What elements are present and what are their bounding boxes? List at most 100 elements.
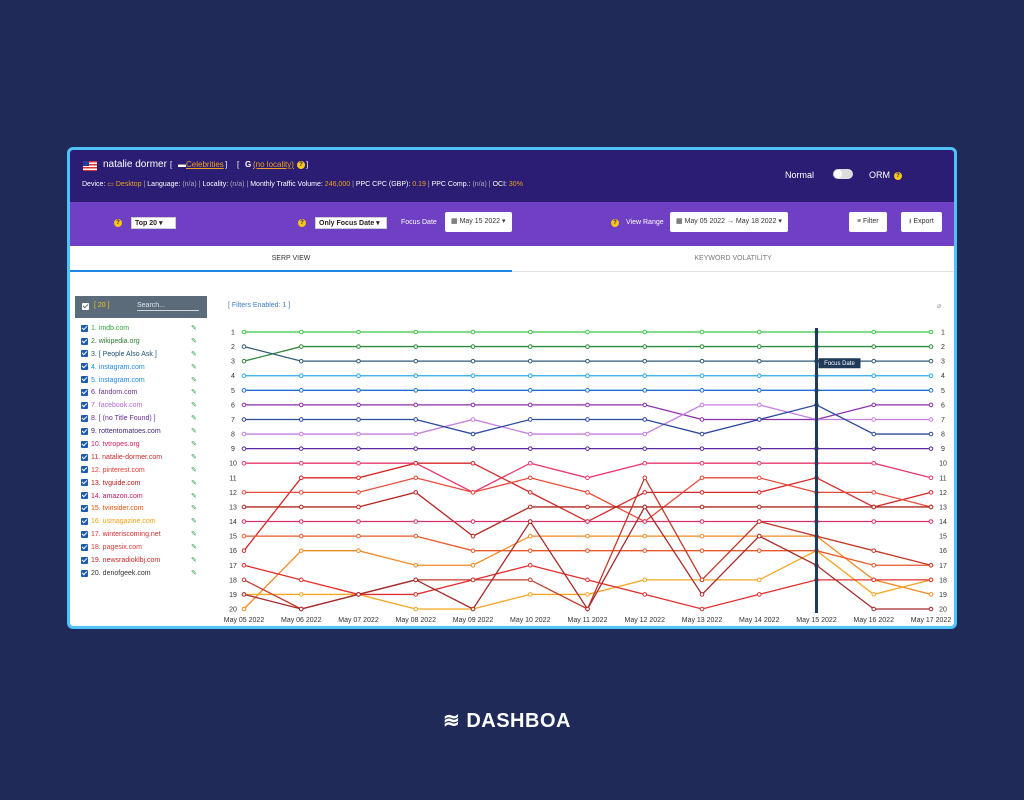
edit-pencil-icon[interactable]: ✎ <box>191 466 197 474</box>
domain-row[interactable]: 14. amazon.com ✎ <box>75 491 207 504</box>
domain-checkbox[interactable] <box>81 453 88 461</box>
locality-link[interactable]: (no locality) <box>253 160 294 169</box>
domain-row[interactable]: 17. winteriscoming.net ✎ <box>75 529 207 542</box>
domain-row[interactable]: 4. instagram.com ✎ <box>75 362 207 375</box>
edit-pencil-icon[interactable]: ✎ <box>191 492 197 500</box>
edit-pencil-icon[interactable]: ✎ <box>191 363 197 371</box>
domain-row[interactable]: 13. tvguide.com ✎ <box>75 478 207 491</box>
domain-row[interactable]: 3. [ People Also Ask ] ✎ <box>75 349 207 362</box>
data-point <box>585 548 590 553</box>
domain-checkbox[interactable] <box>81 440 88 448</box>
domain-checkbox[interactable] <box>81 363 88 371</box>
orm-toggle[interactable] <box>833 169 853 179</box>
edit-pencil-icon[interactable]: ✎ <box>191 441 197 449</box>
domain-checkbox[interactable] <box>81 376 88 384</box>
data-point <box>470 577 476 583</box>
focus-date-picker[interactable]: ▦ May 15 2022 ▾ <box>445 212 512 232</box>
data-point <box>413 533 419 539</box>
export-button[interactable]: ⭳ Export <box>901 212 942 232</box>
edit-pencil-icon[interactable]: ✎ <box>191 325 197 332</box>
top-help-icon[interactable]: ? <box>114 219 122 227</box>
domain-checkbox[interactable] <box>81 479 88 487</box>
domain-label: 10. tvtropes.org <box>91 441 140 449</box>
domain-checkbox[interactable] <box>81 543 88 551</box>
edit-pencil-icon[interactable]: ✎ <box>191 505 197 513</box>
tab-keyword-volatility[interactable]: KEYWORD VOLATILITY <box>694 255 772 262</box>
focus-help-icon[interactable]: ? <box>298 219 306 227</box>
date-tick-label: May 05 2022 <box>224 617 265 624</box>
rank-label-right: 19 <box>939 592 947 599</box>
edit-pencil-icon[interactable]: ✎ <box>191 569 197 577</box>
focus-mode-select[interactable]: Only Focus Date ▾ <box>315 217 387 229</box>
edit-pencil-icon[interactable]: ✎ <box>191 557 197 565</box>
domain-label: 2. wikipedia.org <box>91 337 140 345</box>
edit-pencil-icon[interactable]: ✎ <box>191 479 197 487</box>
domain-checkbox[interactable] <box>81 518 88 526</box>
view-range-picker[interactable]: ▦ May 05 2022 → May 18 2022 ▾ <box>670 212 788 232</box>
domain-row[interactable]: 10. tvtropes.org ✎ <box>75 439 207 452</box>
domain-checkbox[interactable] <box>81 427 88 435</box>
range-help-icon[interactable]: ? <box>611 219 619 227</box>
data-point <box>298 431 304 437</box>
edit-pencil-icon[interactable]: ✎ <box>191 350 197 358</box>
keyword-meta: Device: ▭ Desktop | Language: (n/a) | Lo… <box>82 181 523 188</box>
domain-checkbox[interactable] <box>81 337 88 345</box>
domain-row[interactable]: 6. fandom.com ✎ <box>75 387 207 400</box>
locality-help-icon[interactable]: ? <box>297 160 305 169</box>
edit-pencil-icon[interactable]: ✎ <box>191 453 197 461</box>
data-point <box>298 446 304 451</box>
domain-row[interactable]: 20. denofgeek.com ✎ <box>75 568 207 581</box>
rank-label-right: 18 <box>939 577 947 584</box>
domain-checkbox[interactable] <box>81 324 88 332</box>
data-point <box>356 533 361 539</box>
domain-row[interactable]: 18. pagesix.com ✎ <box>75 542 207 555</box>
domain-row[interactable]: 7. facebook.com ✎ <box>75 400 207 413</box>
data-point <box>298 577 304 583</box>
edit-pencil-icon[interactable]: ✎ <box>191 337 197 345</box>
edit-pencil-icon[interactable]: ✎ <box>191 402 197 410</box>
domain-checkbox[interactable] <box>81 350 88 358</box>
domain-row[interactable]: 11. natalie-dormer.com ✎ <box>75 452 207 465</box>
domain-checkbox[interactable] <box>81 389 88 397</box>
category-link[interactable]: Celebrities <box>186 160 224 169</box>
orm-help-icon[interactable]: ? <box>894 170 902 180</box>
domain-row[interactable]: 2. wikipedia.org ✎ <box>75 336 207 349</box>
domain-row[interactable]: 8. [ (no Title Found) ] ✎ <box>75 413 207 426</box>
domain-row[interactable]: 16. usmagazine.com ✎ <box>75 516 207 529</box>
domain-row[interactable]: 5. instagram.com ✎ <box>75 375 207 388</box>
data-point <box>241 548 247 553</box>
edit-pencil-icon[interactable]: ✎ <box>191 376 197 384</box>
edit-pencil-icon[interactable]: ✎ <box>191 518 197 526</box>
edit-pencil-icon[interactable]: ✎ <box>191 544 197 552</box>
edit-pencil-icon[interactable]: ✎ <box>191 428 197 436</box>
data-point <box>298 606 304 612</box>
top-select[interactable]: Top 20 ▾ <box>131 217 176 229</box>
domain-row[interactable]: 19. newsradioklbj.com ✎ <box>75 555 207 568</box>
data-point <box>756 373 762 379</box>
data-point <box>871 329 877 335</box>
filter-button[interactable]: ≡ Filter <box>849 212 887 232</box>
domain-search-input[interactable] <box>137 300 199 311</box>
domain-checkbox[interactable] <box>81 530 88 538</box>
domain-row[interactable]: 15. tvinsider.com ✎ <box>75 503 207 516</box>
select-all-checkbox[interactable] <box>82 303 89 310</box>
domain-checkbox[interactable] <box>81 505 88 513</box>
domain-row[interactable]: 1. imdb.com ✎ <box>75 323 207 336</box>
domain-checkbox[interactable] <box>81 492 88 500</box>
data-point <box>928 504 934 510</box>
edit-pencil-icon[interactable]: ✎ <box>191 389 197 397</box>
tab-serp-view[interactable]: SERP VIEW <box>70 246 512 272</box>
domain-checkbox[interactable] <box>81 466 88 474</box>
domain-checkbox[interactable] <box>81 402 88 409</box>
edit-pencil-icon[interactable]: ✎ <box>191 415 197 423</box>
domain-checkbox[interactable] <box>81 414 88 422</box>
domain-checkbox[interactable] <box>81 556 88 564</box>
data-point <box>871 446 877 451</box>
edit-pencil-icon[interactable]: ✎ <box>191 531 197 539</box>
domain-row[interactable]: 12. pinterest.com ✎ <box>75 465 207 478</box>
rank-label-left: 5 <box>231 388 235 395</box>
date-tick-label: May 14 2022 <box>739 617 780 624</box>
domain-checkbox[interactable] <box>81 569 88 577</box>
domain-row[interactable]: 9. rottentomatoes.com ✎ <box>75 426 207 439</box>
clip-icon[interactable]: ⌀ <box>937 303 942 310</box>
